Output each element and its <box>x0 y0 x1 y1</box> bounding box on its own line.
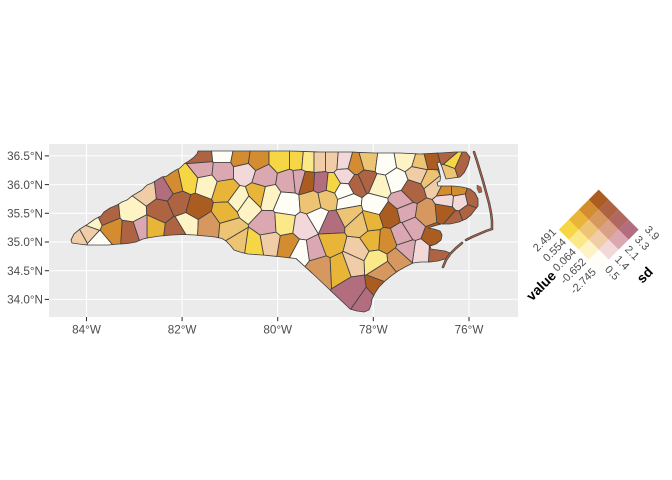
svg-text:78°W: 78°W <box>359 324 388 337</box>
svg-text:82°W: 82°W <box>168 324 197 337</box>
svg-text:34.5°N: 34.5°N <box>7 265 43 278</box>
svg-text:80°W: 80°W <box>263 324 292 337</box>
svg-text:84°W: 84°W <box>72 324 101 337</box>
svg-text:35.0°N: 35.0°N <box>7 236 43 249</box>
svg-text:34.0°N: 34.0°N <box>7 294 43 307</box>
svg-text:35.5°N: 35.5°N <box>7 208 43 221</box>
svg-text:36.5°N: 36.5°N <box>7 150 43 163</box>
svg-text:36.0°N: 36.0°N <box>7 179 43 192</box>
svg-text:76°W: 76°W <box>455 324 484 337</box>
